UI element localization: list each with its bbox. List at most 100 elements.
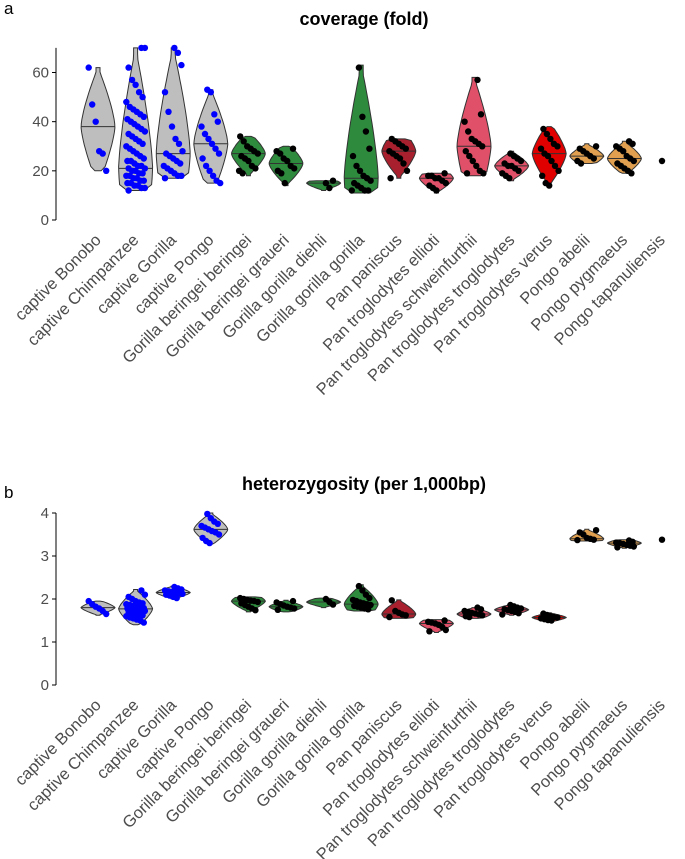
data-point (348, 187, 355, 194)
data-point (214, 520, 221, 527)
data-point (141, 165, 149, 172)
data-point (658, 536, 666, 543)
data-point (277, 150, 284, 157)
data-point (441, 170, 448, 177)
data-point (463, 170, 471, 177)
data-point (329, 601, 337, 608)
data-point (629, 140, 636, 147)
data-point (139, 140, 146, 147)
data-point (85, 64, 92, 71)
data-point (356, 167, 364, 174)
data-point (140, 113, 147, 121)
data-point (237, 133, 244, 140)
data-point (291, 165, 298, 172)
data-point (396, 155, 404, 162)
y-tick-label: 60 (32, 65, 49, 82)
data-point (128, 76, 136, 84)
data-point (402, 612, 409, 619)
data-point (289, 145, 297, 152)
data-point (208, 140, 216, 147)
data-point (165, 108, 172, 116)
data-point (355, 582, 363, 590)
data-point (329, 177, 337, 184)
y-tick-label: 20 (32, 163, 49, 180)
data-point (555, 167, 562, 174)
data-point (240, 138, 247, 145)
data-point (469, 157, 476, 165)
data-point (326, 184, 333, 192)
data-point (141, 44, 149, 52)
data-point (442, 626, 449, 634)
data-point (99, 150, 106, 157)
data-point (214, 118, 221, 125)
data-point (366, 594, 373, 602)
data-point (215, 150, 223, 157)
data-point (388, 597, 395, 604)
data-point (515, 167, 522, 174)
data-point (366, 145, 373, 152)
data-point (537, 145, 545, 152)
violin-5 (268, 145, 304, 187)
data-point (592, 527, 600, 534)
data-point (139, 612, 146, 619)
data-point (506, 175, 513, 182)
data-point (168, 123, 176, 130)
data-point (204, 510, 211, 518)
data-point (544, 152, 552, 160)
data-point (178, 172, 185, 179)
data-point (179, 148, 186, 155)
data-point (441, 617, 448, 624)
data-point (140, 155, 147, 162)
data-point (205, 135, 212, 143)
y-tick-label: 3 (41, 548, 49, 565)
data-point (284, 157, 291, 165)
data-point (201, 130, 209, 138)
data-point (365, 187, 372, 194)
data-point (614, 544, 621, 551)
data-point (477, 111, 485, 118)
data-point (138, 587, 145, 594)
data-point (139, 93, 146, 101)
data-point (135, 89, 143, 96)
data-point (245, 157, 252, 165)
data-point (161, 89, 169, 96)
data-point (141, 591, 149, 598)
data-point (402, 145, 409, 152)
data-point (479, 143, 486, 150)
data-point (554, 614, 561, 621)
data-point (620, 148, 627, 155)
data-point (349, 152, 357, 160)
panel-letter-b: b (4, 483, 13, 502)
y-tick-label: 4 (41, 505, 49, 522)
data-point (252, 165, 259, 172)
data-point (125, 187, 132, 194)
data-point (215, 531, 223, 538)
data-point (207, 89, 214, 96)
chart-title-heterozygosity: heterozygosity (per 1,000bp) (242, 474, 486, 494)
panel-letter-a: a (4, 0, 14, 18)
data-point (211, 111, 218, 118)
y-tick-label: 0 (41, 677, 49, 694)
data-point (254, 598, 261, 606)
y-tick-label: 2 (41, 591, 49, 608)
violin-1 (118, 47, 154, 191)
data-point (474, 76, 481, 84)
data-point (206, 167, 213, 174)
data-point (442, 179, 449, 187)
data-point (466, 152, 473, 160)
data-point (173, 594, 180, 602)
data-point (103, 167, 110, 174)
data-point (551, 162, 559, 170)
data-point (289, 597, 297, 605)
data-point (554, 143, 561, 150)
data-point (479, 612, 486, 619)
chart-title-coverage: coverage (fold) (299, 9, 428, 29)
data-point (517, 605, 525, 612)
data-point (322, 179, 330, 187)
y-tick-label: 40 (32, 114, 49, 131)
data-point (291, 605, 298, 612)
data-point (466, 613, 473, 621)
data-point (543, 130, 551, 138)
